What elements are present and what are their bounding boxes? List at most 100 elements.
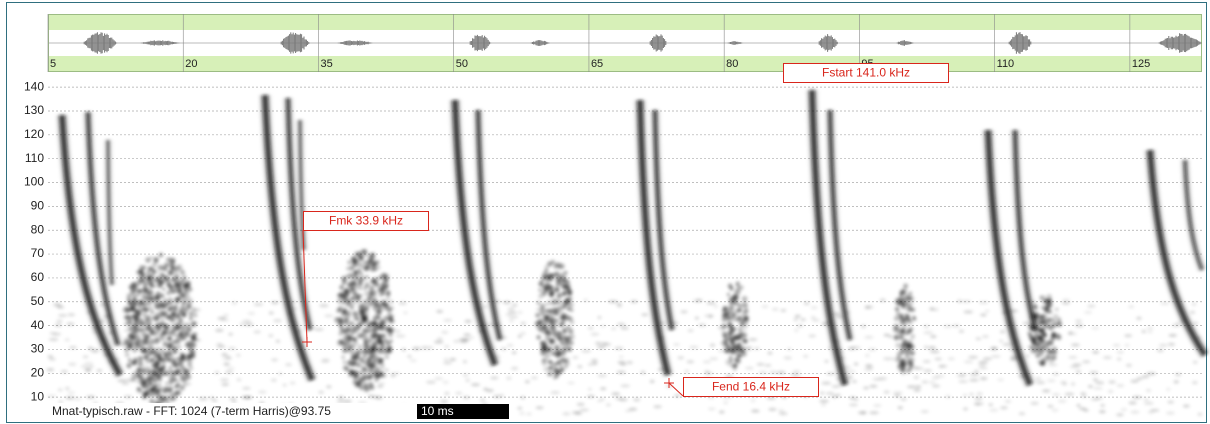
noise-speck — [751, 409, 760, 413]
cloud-speck — [568, 329, 574, 335]
noise-speck — [470, 383, 481, 387]
cloud-speck — [146, 327, 151, 332]
noise-speck — [268, 311, 274, 315]
noise-speck — [1182, 404, 1190, 408]
frequency-tick-label: 140 — [24, 79, 44, 93]
noise-speck — [226, 366, 235, 370]
noise-speck — [922, 359, 931, 363]
noise-speck — [535, 406, 544, 410]
cloud-speck — [356, 299, 361, 304]
cloud-speck — [168, 388, 173, 393]
cloud-speck — [136, 379, 141, 384]
noise-speck — [65, 386, 70, 390]
cloud-speck — [1036, 354, 1040, 358]
noise-speck — [705, 371, 710, 375]
cloud-speck — [126, 363, 132, 369]
cloud-speck — [901, 287, 908, 294]
noise-speck — [407, 355, 412, 359]
noise-speck — [1108, 389, 1114, 393]
noise-speck — [1076, 403, 1081, 407]
cloud-speck — [141, 385, 146, 390]
cloud-speck — [363, 347, 369, 352]
noise-speck — [924, 345, 929, 349]
noise-speck — [900, 397, 907, 401]
cloud-speck — [550, 287, 556, 294]
cloud-speck — [141, 307, 146, 312]
noise-speck — [753, 347, 760, 351]
noise-speck — [344, 399, 352, 403]
scale-bar — [417, 404, 509, 419]
cloud-speck — [741, 295, 748, 302]
call-trace — [1147, 149, 1208, 357]
cloud-speck — [369, 285, 375, 291]
noise-speck — [57, 388, 63, 392]
noise-speck — [562, 412, 571, 416]
noise-speck — [80, 364, 89, 368]
fmk-leader — [302, 229, 308, 343]
cloud-speck — [728, 355, 733, 360]
cloud-speck — [724, 348, 729, 354]
waveform-overview[interactable]: 5203550658095110125 — [47, 14, 1202, 72]
noise-speck — [462, 373, 469, 377]
noise-speck — [509, 319, 514, 323]
noise-speck — [724, 374, 734, 378]
cloud-speck — [906, 292, 912, 297]
cloud-speck — [149, 338, 155, 345]
noise-speck — [506, 376, 512, 380]
cloud-speck — [729, 336, 733, 340]
noise-speck — [242, 319, 252, 323]
noise-speck — [978, 361, 988, 365]
noise-speck — [892, 391, 903, 395]
cloud-speck — [157, 283, 163, 289]
noise-speck — [745, 366, 754, 370]
cloud-speck — [563, 341, 569, 347]
fstart-box — [783, 63, 949, 83]
cloud-speck — [548, 318, 555, 325]
noise-speck — [653, 405, 662, 409]
cloud-speck — [350, 296, 355, 302]
cloud-speck — [133, 309, 139, 315]
cloud-speck — [177, 282, 184, 289]
noise-speck — [1166, 387, 1171, 391]
cloud-speck — [156, 347, 161, 352]
cloud-speck — [172, 395, 177, 401]
cloud-speck — [381, 363, 385, 367]
noise-speck — [958, 329, 965, 333]
noise-speck — [1191, 302, 1197, 306]
cloud-speck — [554, 374, 559, 379]
cloud-speck — [1055, 307, 1059, 312]
noise-speck — [723, 401, 729, 405]
noise-speck — [766, 396, 776, 400]
cloud-speck — [361, 384, 367, 390]
noise-speck — [455, 391, 463, 395]
noise-speck — [913, 388, 921, 392]
noise-speck — [864, 335, 874, 339]
cloud-speck — [136, 293, 140, 298]
noise-speck — [572, 355, 579, 359]
noise-speck — [1147, 330, 1153, 334]
noise-speck — [600, 387, 607, 391]
noise-speck — [1116, 413, 1124, 417]
cloud-speck — [182, 382, 187, 388]
noise-speck — [395, 334, 406, 338]
cloud-speck — [732, 363, 738, 369]
noise-speck — [209, 396, 215, 400]
call-trace — [476, 109, 502, 341]
noise-speck — [978, 301, 989, 305]
noise-speck — [215, 328, 224, 332]
noise-speck — [616, 322, 626, 326]
call-trace — [653, 109, 674, 331]
noise-speck — [463, 333, 471, 337]
cloud-speck — [1042, 349, 1046, 354]
cloud-speck — [910, 301, 914, 306]
cloud-speck — [153, 379, 157, 383]
cloud-speck — [897, 365, 904, 371]
cloud-speck — [543, 284, 549, 290]
cloud-speck — [893, 324, 900, 330]
noise-speck — [282, 383, 287, 387]
cloud-speck — [556, 275, 563, 281]
cloud-speck — [151, 315, 155, 320]
noise-speck — [444, 392, 450, 396]
cloud-speck — [159, 321, 164, 327]
noise-speck — [851, 346, 861, 350]
